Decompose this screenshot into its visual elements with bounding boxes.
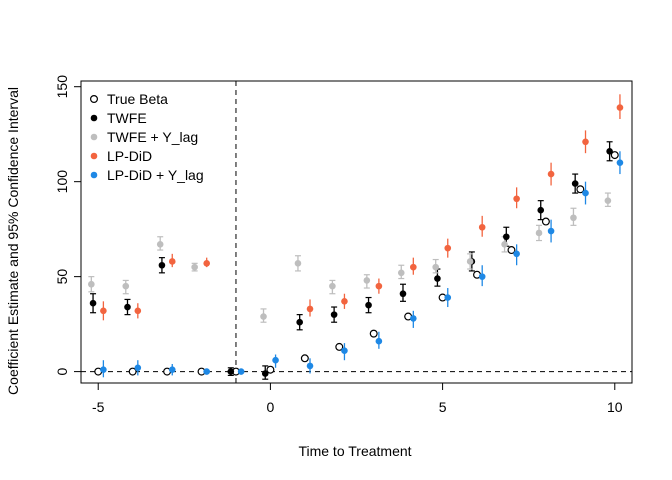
x-tick-label: 0 [267, 399, 275, 415]
point-twfe-y-lag [363, 277, 371, 284]
point-lp-did-y-lag [410, 315, 417, 322]
point-lp-did-y-lag [306, 362, 314, 370]
point-twfe [434, 275, 441, 282]
legend-marker-lp-did-y-lag [90, 171, 98, 179]
point-lp-did-y-lag [478, 273, 486, 280]
point-lp-did-y-lag [134, 364, 142, 372]
point-lp-did-y-lag [272, 356, 279, 364]
point-lp-did [134, 307, 142, 315]
point-twfe [503, 233, 510, 241]
point-twfe [606, 147, 613, 155]
data-points [88, 104, 624, 377]
point-twfe-y-lag [294, 260, 302, 267]
point-twfe [227, 368, 235, 375]
point-lp-did-y-lag [616, 159, 624, 166]
point-twfe [537, 206, 545, 214]
point-lp-did [616, 104, 624, 111]
point-twfe [365, 301, 372, 309]
point-lp-did-y-lag [513, 250, 520, 258]
point-lp-did-y-lag [203, 368, 210, 375]
point-lp-did-y-lag [582, 189, 589, 197]
point-lp-did [582, 138, 589, 146]
point-lp-did [341, 298, 348, 305]
point-true-beta [300, 354, 309, 363]
legend-label-true-beta: True Beta [107, 91, 168, 107]
legend-marker-twfe [90, 114, 98, 122]
point-true-beta [128, 367, 137, 376]
point-lp-did [203, 260, 210, 267]
point-lp-did [168, 258, 176, 265]
point-true-beta [266, 365, 275, 374]
point-lp-did-y-lag [100, 366, 107, 374]
point-lp-did [100, 307, 107, 315]
point-true-beta [576, 185, 585, 194]
x-tick-label: 5 [439, 399, 447, 415]
point-true-beta [610, 151, 619, 160]
point-true-beta [369, 329, 378, 338]
y-tick-label: 50 [54, 269, 70, 285]
point-twfe-y-lag [122, 282, 130, 290]
point-lp-did-y-lag [375, 337, 383, 345]
point-lp-did-y-lag [547, 227, 555, 235]
point-lp-did [306, 305, 314, 313]
point-lp-did [513, 195, 520, 203]
point-twfe [399, 290, 407, 298]
point-lp-did-y-lag [168, 366, 176, 374]
point-lp-did [478, 223, 486, 231]
legend-label-twfe: TWFE [107, 110, 147, 126]
y-axis-title: Coefficient Estimate and 95% Confidence … [5, 87, 21, 395]
point-lp-did [547, 170, 555, 178]
y-tick-label: 100 [54, 170, 70, 194]
point-true-beta [507, 246, 516, 255]
point-twfe-y-lag [191, 263, 198, 271]
point-twfe-y-lag [329, 282, 336, 290]
point-true-beta [541, 217, 550, 226]
legend-label-lp-did-y-lag: LP-DiD + Y_lag [107, 167, 204, 183]
legend-marker-twfe-y-lag [90, 133, 98, 141]
point-twfe-y-lag [501, 241, 508, 248]
point-twfe [261, 370, 269, 377]
plot-frame [80, 80, 633, 384]
legend-marker-true-beta [89, 94, 98, 103]
point-twfe [330, 311, 338, 318]
point-twfe [158, 261, 166, 269]
point-lp-did-y-lag [341, 347, 348, 355]
x-tick-label: -5 [92, 399, 105, 415]
legend-marker-lp-did [90, 152, 98, 160]
point-lp-did-y-lag [237, 368, 245, 375]
point-twfe-y-lag [604, 197, 612, 204]
point-twfe [89, 299, 97, 307]
legend: True Beta TWFE TWFE + Y_lag LP-DiD LP-DiD + … [89, 91, 204, 183]
point-lp-did [410, 263, 417, 271]
point-twfe [571, 180, 579, 187]
point-twfe-y-lag [432, 263, 440, 271]
legend-label-lp-did: LP-DiD [107, 148, 152, 164]
point-twfe [296, 318, 303, 326]
point-lp-did [444, 244, 452, 252]
point-twfe-y-lag [466, 258, 474, 265]
point-twfe-y-lag [570, 214, 577, 222]
point-twfe-y-lag [535, 229, 543, 237]
point-true-beta [335, 342, 344, 351]
point-twfe-y-lag [156, 241, 164, 248]
point-twfe [124, 303, 131, 311]
point-lp-did [375, 282, 383, 290]
point-twfe-y-lag [397, 269, 405, 277]
legend-label-twfe-y-lag: TWFE + Y_lag [107, 129, 198, 145]
point-twfe-y-lag [88, 280, 95, 288]
y-tick-label: 150 [54, 75, 70, 99]
x-axis-title: Time to Treatment [298, 443, 411, 459]
point-twfe-y-lag [260, 313, 267, 320]
point-lp-did-y-lag [444, 294, 452, 301]
x-tick-label: 10 [607, 399, 623, 415]
y-tick-label: 0 [54, 368, 70, 376]
